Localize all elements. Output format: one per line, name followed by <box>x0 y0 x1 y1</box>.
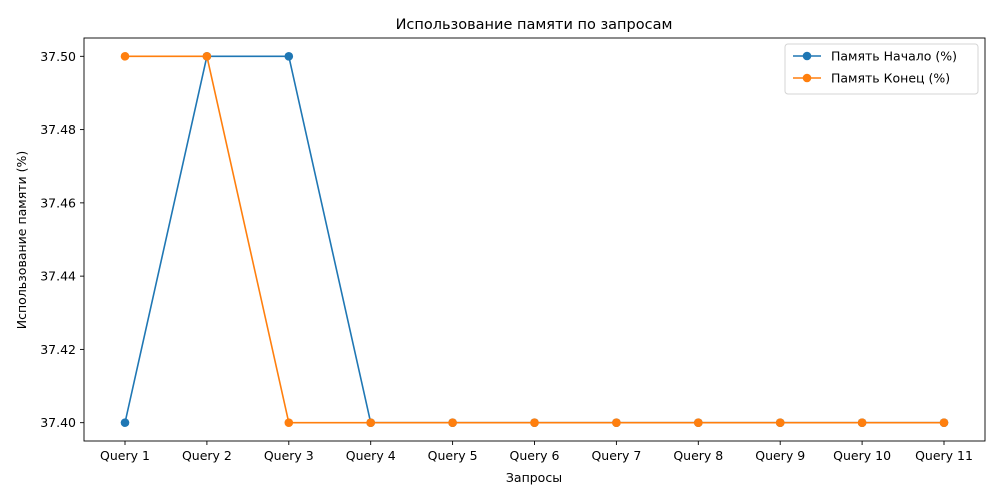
x-axis-label: Запросы <box>506 470 562 485</box>
x-tick-label: Query 11 <box>915 448 973 463</box>
data-point-series-2 <box>694 418 703 427</box>
y-tick-label: 37.44 <box>40 269 76 284</box>
legend-label-1: Память Начало (%) <box>831 49 957 64</box>
data-point-series-1 <box>284 52 294 61</box>
data-point-series-2 <box>284 418 294 427</box>
legend: Память Начало (%) Память Конец (%) <box>784 43 979 95</box>
y-tick-label: 37.50 <box>40 49 76 64</box>
x-tick-label: Query 10 <box>833 448 891 463</box>
legend-marker-2 <box>802 73 812 83</box>
x-tick-label: Query 8 <box>673 448 723 463</box>
y-tick-label: 37.48 <box>40 122 76 137</box>
x-tick-label: Query 9 <box>755 448 805 463</box>
legend-label-2: Память Конец (%) <box>831 71 950 86</box>
x-tick-label: Query 3 <box>264 448 314 463</box>
data-point-series-2 <box>530 418 539 427</box>
data-point-series-2 <box>612 418 621 427</box>
x-tick-label: Query 1 <box>100 448 150 463</box>
data-point-series-2 <box>366 418 376 427</box>
y-axis-label: Использование памяти (%) <box>14 151 29 329</box>
data-point-series-2 <box>939 418 949 427</box>
data-point-series-2 <box>120 52 130 61</box>
data-point-series-1 <box>120 418 130 427</box>
series-line-2 <box>125 55 944 424</box>
x-tick-label: Query 2 <box>182 448 232 463</box>
y-tick-label: 37.46 <box>40 195 76 210</box>
x-tick-label: Query 4 <box>346 448 396 463</box>
legend-marker-1 <box>802 51 812 61</box>
x-tick-label: Query 6 <box>510 448 560 463</box>
x-tick-label: Query 7 <box>591 448 641 463</box>
data-point-series-2 <box>202 52 212 61</box>
axes-frame <box>83 37 986 442</box>
data-point-series-2 <box>775 418 785 427</box>
x-tick-label: Query 5 <box>428 448 478 463</box>
plot-area: 37.40 37.42 37.44 37.46 37.48 37.50 Query 1 Que… <box>40 37 986 463</box>
chart-title: Использование памяти по запросам <box>396 17 673 33</box>
y-tick-label: 37.42 <box>40 342 76 357</box>
data-point-series-2 <box>448 418 457 427</box>
y-tick-label: 37.40 <box>40 415 76 430</box>
legend-box <box>784 43 979 95</box>
data-point-series-2 <box>857 418 867 427</box>
